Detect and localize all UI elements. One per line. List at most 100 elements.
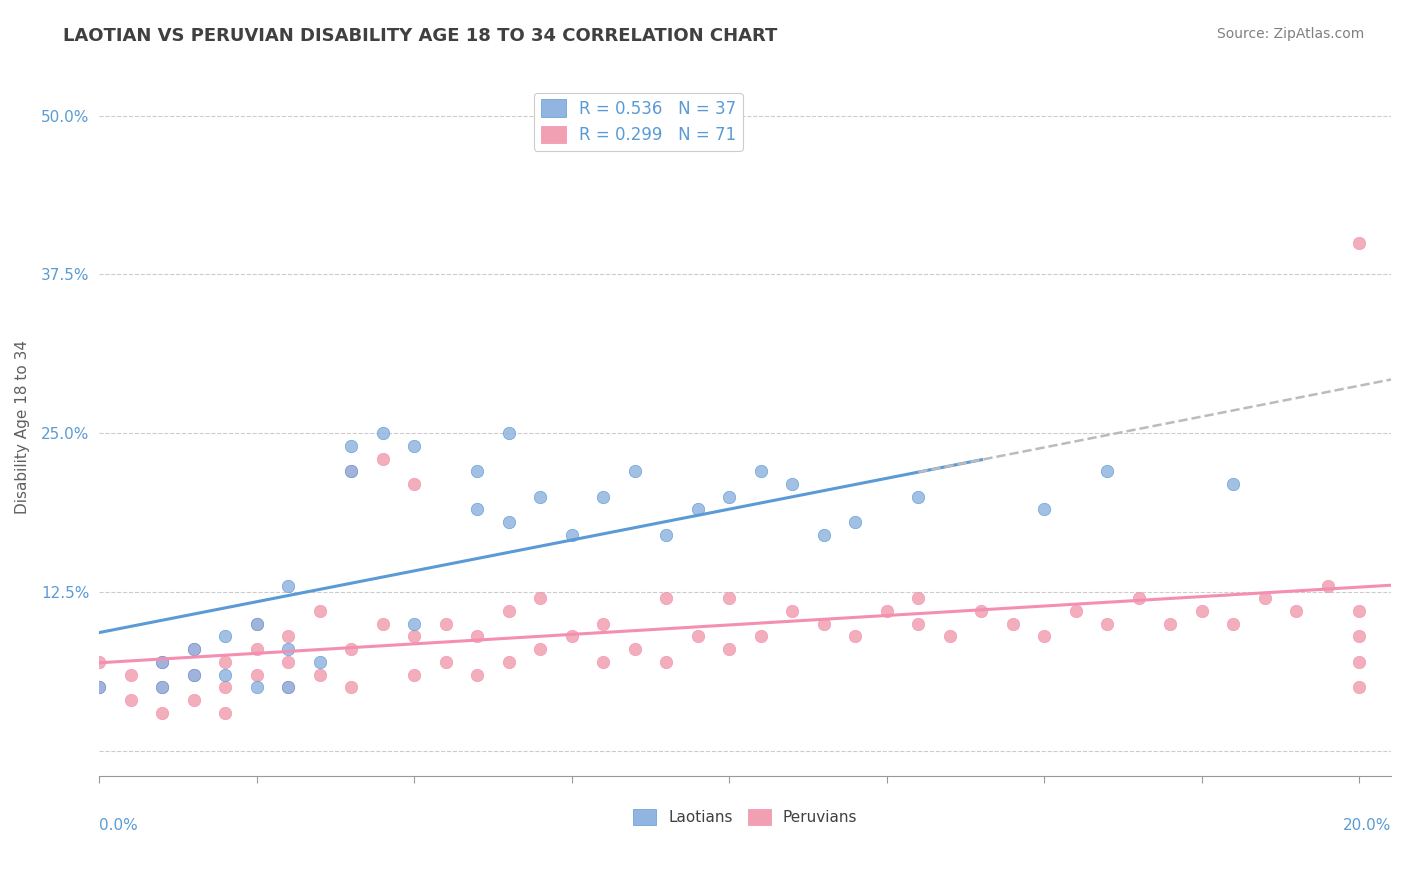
Point [561,528,583,542]
Point [340,464,363,478]
Point [1064,604,1087,618]
Point [1254,591,1277,606]
Point [214,706,236,720]
Point [434,655,457,669]
Point [214,655,236,669]
Point [1222,477,1244,491]
Point [718,490,741,504]
Point [498,604,520,618]
Point [246,667,269,681]
Point [749,464,772,478]
Point [371,616,394,631]
Point [183,693,205,707]
Point [246,642,269,657]
Point [1128,591,1150,606]
Point [404,667,426,681]
Point [150,655,173,669]
Point [907,591,929,606]
Point [214,680,236,694]
Point [150,655,173,669]
Point [89,680,111,694]
Point [467,502,489,516]
Point [813,528,835,542]
Point [1097,464,1119,478]
Point [655,655,678,669]
Point [404,629,426,643]
Point [1033,629,1056,643]
Point [686,629,709,643]
Point [183,667,205,681]
Point [150,680,173,694]
Point [371,451,394,466]
Point [246,616,269,631]
Point [214,629,236,643]
Point [529,642,551,657]
Point [434,616,457,631]
Point [1317,579,1340,593]
Point [308,655,330,669]
Point [340,464,363,478]
Point [246,680,269,694]
Text: 0.0%: 0.0% [100,818,138,833]
Point [907,490,929,504]
Point [214,667,236,681]
Point [624,642,647,657]
Point [1348,680,1371,694]
Point [592,490,614,504]
Point [782,604,804,618]
Point [844,515,866,529]
Point [655,528,678,542]
Y-axis label: Disability Age 18 to 34: Disability Age 18 to 34 [15,340,30,514]
Point [1222,616,1244,631]
Point [120,667,142,681]
Point [277,655,299,669]
Point [1348,235,1371,250]
Point [1348,604,1371,618]
Point [498,426,520,441]
Text: Source: ZipAtlas.com: Source: ZipAtlas.com [1216,27,1364,41]
Point [277,680,299,694]
Point [529,591,551,606]
Point [467,667,489,681]
Point [1348,629,1371,643]
Text: 20.0%: 20.0% [1343,818,1391,833]
Point [655,591,678,606]
Point [718,591,741,606]
Point [308,604,330,618]
Point [529,490,551,504]
Point [246,616,269,631]
Point [404,616,426,631]
Point [592,616,614,631]
Point [150,706,173,720]
Point [150,680,173,694]
Point [467,464,489,478]
Point [183,642,205,657]
Point [467,629,489,643]
Text: LAOTIAN VS PERUVIAN DISABILITY AGE 18 TO 34 CORRELATION CHART: LAOTIAN VS PERUVIAN DISABILITY AGE 18 TO… [63,27,778,45]
Point [498,515,520,529]
Point [308,667,330,681]
Point [404,439,426,453]
Point [120,693,142,707]
Point [371,426,394,441]
Point [592,655,614,669]
Point [404,477,426,491]
Legend: Laotians, Peruvians: Laotians, Peruvians [627,803,863,831]
Point [277,680,299,694]
Point [340,680,363,694]
Point [1285,604,1308,618]
Point [277,579,299,593]
Point [749,629,772,643]
Point [718,642,741,657]
Point [498,655,520,669]
Point [813,616,835,631]
Point [340,439,363,453]
Point [277,642,299,657]
Point [1191,604,1213,618]
Point [561,629,583,643]
Point [844,629,866,643]
Point [277,629,299,643]
Point [183,667,205,681]
Point [782,477,804,491]
Point [1159,616,1181,631]
